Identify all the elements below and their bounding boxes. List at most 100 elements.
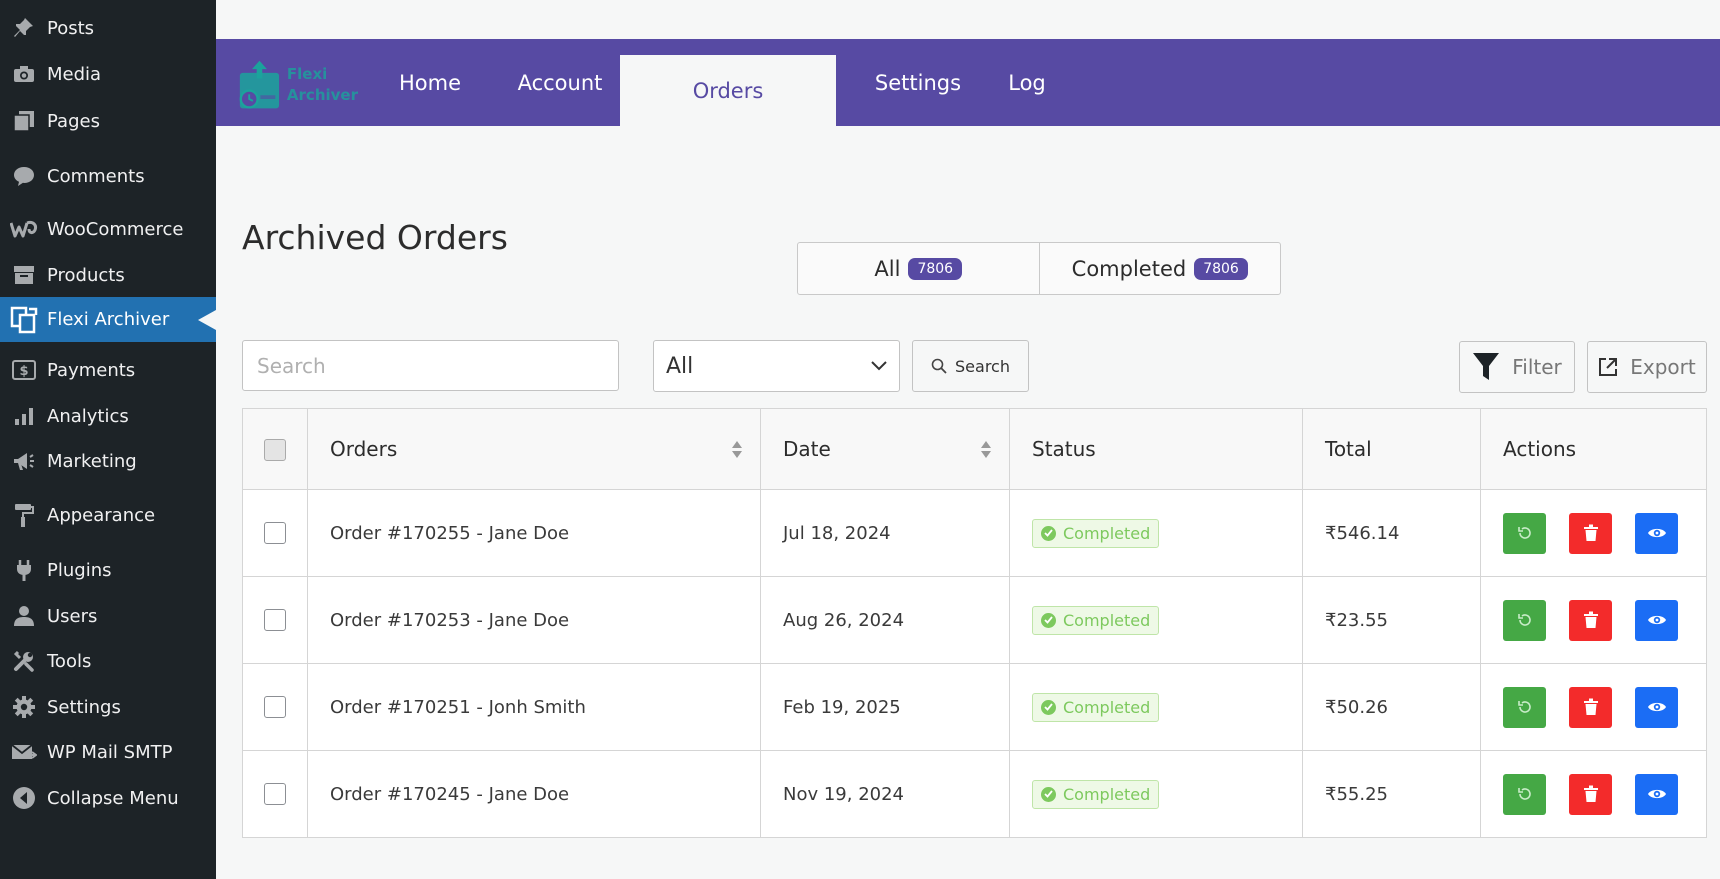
status-cell: Completed (1009, 576, 1303, 664)
table-row: Order #170251 - Jonh Smith Feb 19, 2025 … (242, 663, 1707, 751)
trash-icon (1583, 611, 1598, 628)
status-tab-completed[interactable]: Completed 7806 (1038, 243, 1281, 294)
sidebar-item-comments[interactable]: Comments (0, 153, 216, 199)
sidebar-item-tools[interactable]: Tools (0, 638, 216, 684)
row-checkbox[interactable] (264, 609, 286, 631)
sidebar-item-label: WP Mail SMTP (47, 741, 173, 763)
status-tab-all[interactable]: All 7806 (798, 243, 1039, 294)
svg-text:$: $ (19, 364, 28, 379)
sidebar-item-analytics[interactable]: Analytics (0, 393, 216, 439)
sidebar-item-label: Products (47, 264, 125, 286)
tab-home[interactable]: Home (398, 70, 461, 95)
sidebar-item-products[interactable]: Products (0, 252, 216, 298)
sidebar-item-label: WooCommerce (47, 218, 184, 240)
view-button[interactable] (1635, 512, 1678, 554)
sidebar-item-pages[interactable]: Pages (0, 98, 216, 144)
order-cell[interactable]: Order #170253 - Jane Doe (307, 576, 761, 664)
order-cell[interactable]: Order #170255 - Jane Doe (307, 489, 761, 577)
sidebar-item-payments[interactable]: $ Payments (0, 347, 216, 393)
delete-button[interactable] (1569, 773, 1612, 815)
delete-button[interactable] (1569, 512, 1612, 554)
status-badge: Completed (1032, 518, 1160, 548)
sort-icon[interactable] (732, 440, 742, 458)
sidebar-item-appearance[interactable]: Appearance (0, 492, 216, 538)
status-tab-label: Completed (1071, 256, 1187, 281)
view-button[interactable] (1635, 773, 1678, 815)
status-label: Completed (1063, 610, 1151, 630)
view-button[interactable] (1635, 599, 1678, 641)
row-checkbox[interactable] (264, 696, 286, 718)
archive-box-icon (9, 260, 39, 290)
sidebar-item-flexi-archiver[interactable]: Flexi Archiver (0, 297, 216, 342)
sidebar-item-label: Marketing (47, 450, 137, 472)
restore-button[interactable] (1503, 686, 1546, 728)
external-link-icon (1599, 358, 1618, 376)
tab-account[interactable]: Account (517, 70, 603, 95)
page-title: Archived Orders (242, 218, 508, 257)
total-cell: ₹55.25 (1302, 750, 1481, 838)
search-button-label: Search (955, 356, 1010, 376)
pushpin-icon (9, 13, 39, 43)
sidebar-item-wp-mail-smtp[interactable]: WP Mail SMTP (0, 729, 216, 775)
tab-orders[interactable]: Orders (620, 55, 836, 126)
sidebar-item-label: Comments (47, 165, 145, 187)
row-select-cell (242, 576, 308, 664)
status-label: Completed (1063, 523, 1151, 543)
order-cell[interactable]: Order #170251 - Jonh Smith (307, 663, 761, 751)
sidebar-item-label: Tools (47, 650, 92, 672)
camera-icon (9, 59, 39, 89)
select-all-checkbox[interactable] (264, 439, 286, 462)
flexi-archiver-logo[interactable]: Flexi Archiver (238, 56, 358, 114)
sidebar-item-label: Appearance (47, 504, 156, 526)
collapse-menu-button[interactable]: Collapse Menu (0, 775, 216, 821)
sort-icon[interactable] (981, 440, 991, 458)
order-cell[interactable]: Order #170245 - Jane Doe (307, 750, 761, 838)
count-badge: 7806 (1194, 257, 1248, 280)
delete-button[interactable] (1569, 599, 1612, 641)
funnel-icon (1473, 353, 1500, 380)
megaphone-icon (9, 446, 39, 476)
restore-button[interactable] (1503, 512, 1546, 554)
trash-icon (1583, 785, 1598, 802)
sidebar-item-woocommerce[interactable]: WooCommerce (0, 206, 216, 252)
status-label: Completed (1063, 784, 1151, 804)
sidebar-item-label: Posts (47, 17, 95, 39)
status-badge: Completed (1032, 779, 1160, 809)
row-checkbox[interactable] (264, 522, 286, 544)
date-cell: Aug 26, 2024 (760, 576, 1010, 664)
view-button[interactable] (1635, 686, 1678, 728)
search-button[interactable]: Search (912, 340, 1029, 392)
chevron-down-icon (871, 361, 887, 371)
restore-button[interactable] (1503, 773, 1546, 815)
plugin-top-nav: Flexi Archiver Home Account Orders Setti… (216, 39, 1720, 126)
column-header-date[interactable]: Date (760, 408, 1010, 490)
search-input[interactable] (242, 340, 619, 391)
logo-line-1: Flexi (286, 65, 328, 83)
tab-log[interactable]: Log (1008, 70, 1046, 95)
delete-button[interactable] (1569, 686, 1612, 728)
column-header-total: Total (1302, 408, 1481, 490)
status-cell: Completed (1009, 489, 1303, 577)
row-checkbox[interactable] (264, 783, 286, 805)
sidebar-item-media[interactable]: Media (0, 51, 216, 97)
paint-roller-icon (9, 500, 39, 530)
sidebar-item-settings[interactable]: Settings (0, 684, 216, 730)
sidebar-item-posts[interactable]: Posts (0, 5, 216, 51)
restore-button[interactable] (1503, 599, 1546, 641)
column-header-orders[interactable]: Orders (307, 408, 761, 490)
sidebar-item-users[interactable]: Users (0, 593, 216, 639)
trash-icon (1583, 524, 1598, 541)
eye-icon (1647, 702, 1666, 712)
filter-button[interactable]: Filter (1459, 341, 1575, 393)
status-select[interactable]: All (653, 340, 900, 392)
restore-icon (1517, 788, 1531, 800)
table-row: Order #170245 - Jane Doe Nov 19, 2024 Co… (242, 750, 1707, 838)
admin-sidebar: Posts Media Pages Comments WooCommerce P… (0, 0, 216, 879)
export-button[interactable]: Export (1587, 341, 1707, 393)
column-label: Date (783, 437, 831, 461)
actions-cell (1480, 489, 1707, 577)
sidebar-item-marketing[interactable]: Marketing (0, 438, 216, 484)
count-badge: 7806 (908, 257, 963, 280)
tab-settings[interactable]: Settings (874, 70, 962, 95)
sidebar-item-plugins[interactable]: Plugins (0, 547, 216, 593)
